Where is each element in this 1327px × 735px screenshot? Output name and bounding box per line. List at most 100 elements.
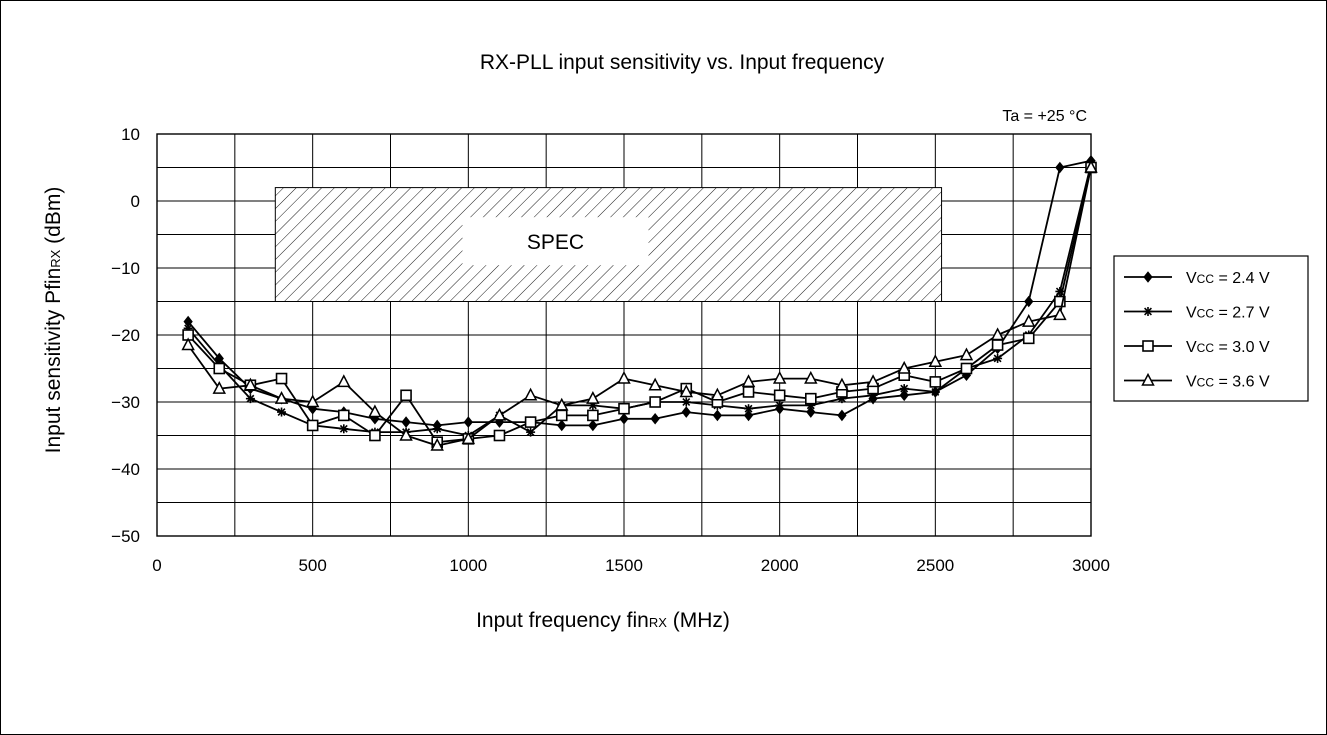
data-point bbox=[554, 397, 569, 411]
data-point bbox=[587, 409, 599, 422]
data-point bbox=[1022, 332, 1035, 345]
data-point bbox=[743, 409, 754, 422]
data-point bbox=[524, 416, 537, 428]
x-tick-label: 2000 bbox=[761, 556, 799, 575]
data-point bbox=[773, 389, 786, 402]
data-point bbox=[993, 353, 1003, 363]
data-point bbox=[991, 339, 1004, 351]
legend-item-2: VCC = 2.7 V bbox=[1124, 305, 1270, 322]
data-point bbox=[555, 409, 568, 422]
x-axis-label-sub: RX bbox=[649, 615, 667, 630]
x-axis-label-unit: (MHz) bbox=[667, 609, 730, 632]
data-point bbox=[741, 374, 756, 388]
data-point bbox=[245, 394, 255, 404]
chart-title: RX-PLL input sensitivity vs. Input frequ… bbox=[480, 51, 885, 74]
data-point bbox=[181, 337, 195, 351]
x-tick-label: 2500 bbox=[916, 556, 954, 575]
data-point bbox=[1024, 295, 1034, 308]
data-point bbox=[679, 384, 694, 398]
data-point bbox=[461, 431, 476, 445]
legend: VCC = 2.4 V VCC = 2.7 V VCC = 3.0 V VCC = 3… bbox=[1113, 255, 1309, 402]
data-point bbox=[306, 419, 319, 432]
data-point bbox=[1021, 313, 1036, 327]
data-point bbox=[1054, 295, 1066, 308]
data-point bbox=[804, 392, 817, 405]
data-point bbox=[277, 407, 287, 417]
data-point bbox=[710, 387, 725, 401]
data-point bbox=[960, 362, 973, 375]
data-point bbox=[1053, 307, 1067, 321]
data-point bbox=[401, 416, 411, 428]
legend-label: VCC = 2.7 V bbox=[1186, 305, 1270, 322]
legend-item-3: VCC = 3.0 V bbox=[1124, 339, 1270, 356]
y-axis-label-sub: RX bbox=[48, 249, 63, 267]
y-tick-label: −50 bbox=[111, 527, 140, 546]
legend-label: VCC = 3.6 V bbox=[1186, 374, 1270, 391]
data-point bbox=[866, 374, 880, 388]
data-point bbox=[274, 391, 289, 404]
legend-item-1: VCC = 2.4 V bbox=[1124, 270, 1270, 287]
spec-label: SPEC bbox=[527, 231, 584, 254]
data-point bbox=[1143, 271, 1153, 283]
data-point bbox=[523, 387, 538, 401]
data-point bbox=[337, 374, 351, 388]
series-layer bbox=[181, 154, 1098, 451]
series-4 bbox=[181, 159, 1098, 451]
data-point bbox=[1142, 340, 1154, 352]
x-tick-label: 0 bbox=[152, 556, 161, 575]
data-point bbox=[775, 400, 785, 410]
data-point bbox=[681, 406, 691, 418]
y-tick-label: −10 bbox=[111, 259, 140, 278]
data-point bbox=[650, 412, 660, 425]
data-point bbox=[586, 391, 600, 404]
data-point bbox=[493, 429, 506, 442]
y-axis-label-unit: (dBm) bbox=[42, 187, 65, 250]
data-point bbox=[648, 377, 662, 391]
data-point bbox=[806, 406, 816, 418]
data-point bbox=[243, 377, 258, 391]
data-point bbox=[212, 380, 227, 394]
x-axis-label-main: Input frequency fin bbox=[476, 609, 649, 632]
data-point bbox=[618, 402, 630, 415]
data-point bbox=[930, 387, 940, 397]
legend-item-4: VCC = 3.6 V bbox=[1124, 372, 1270, 391]
data-point bbox=[1055, 161, 1065, 174]
data-point bbox=[959, 347, 974, 361]
data-point bbox=[1084, 159, 1098, 173]
data-point bbox=[339, 424, 349, 434]
x-tick-label: 500 bbox=[298, 556, 326, 575]
data-point bbox=[275, 372, 288, 385]
temperature-annotation: Ta = +25 °C bbox=[1002, 108, 1087, 125]
data-point bbox=[1143, 307, 1153, 316]
data-point bbox=[463, 416, 473, 428]
data-point bbox=[649, 396, 661, 408]
data-point bbox=[712, 409, 723, 422]
y-axis-label-main: Input sensitivity Pfin bbox=[42, 268, 65, 454]
data-point bbox=[305, 394, 320, 408]
data-point bbox=[899, 389, 909, 402]
y-tick-label: 10 bbox=[121, 125, 140, 144]
data-point bbox=[369, 429, 381, 442]
data-point bbox=[928, 354, 943, 368]
data-point bbox=[929, 376, 942, 388]
data-point bbox=[399, 427, 413, 441]
data-point bbox=[804, 370, 818, 384]
plot-border bbox=[156, 133, 1092, 537]
y-tick-label: 0 bbox=[131, 192, 140, 211]
x-tick-label: 1000 bbox=[449, 556, 487, 575]
legend-label: VCC = 3.0 V bbox=[1186, 339, 1270, 356]
x-axis-label: Input frequency finRX (MHz) bbox=[476, 609, 730, 632]
spec-label-box bbox=[462, 217, 649, 266]
tick-labels: 0 500 1000 1500 2000 2500 3000 10 0 −10 −20 −30 −40 −… bbox=[111, 125, 1110, 575]
data-point bbox=[430, 437, 444, 451]
data-point bbox=[432, 424, 442, 434]
data-point bbox=[368, 404, 382, 418]
data-point bbox=[619, 412, 629, 425]
data-point bbox=[742, 386, 755, 398]
data-point bbox=[588, 419, 598, 432]
data-point bbox=[744, 404, 754, 414]
data-point bbox=[526, 427, 536, 437]
x-tick-label: 3000 bbox=[1072, 556, 1110, 575]
legend-label: VCC = 2.4 V bbox=[1186, 270, 1270, 287]
